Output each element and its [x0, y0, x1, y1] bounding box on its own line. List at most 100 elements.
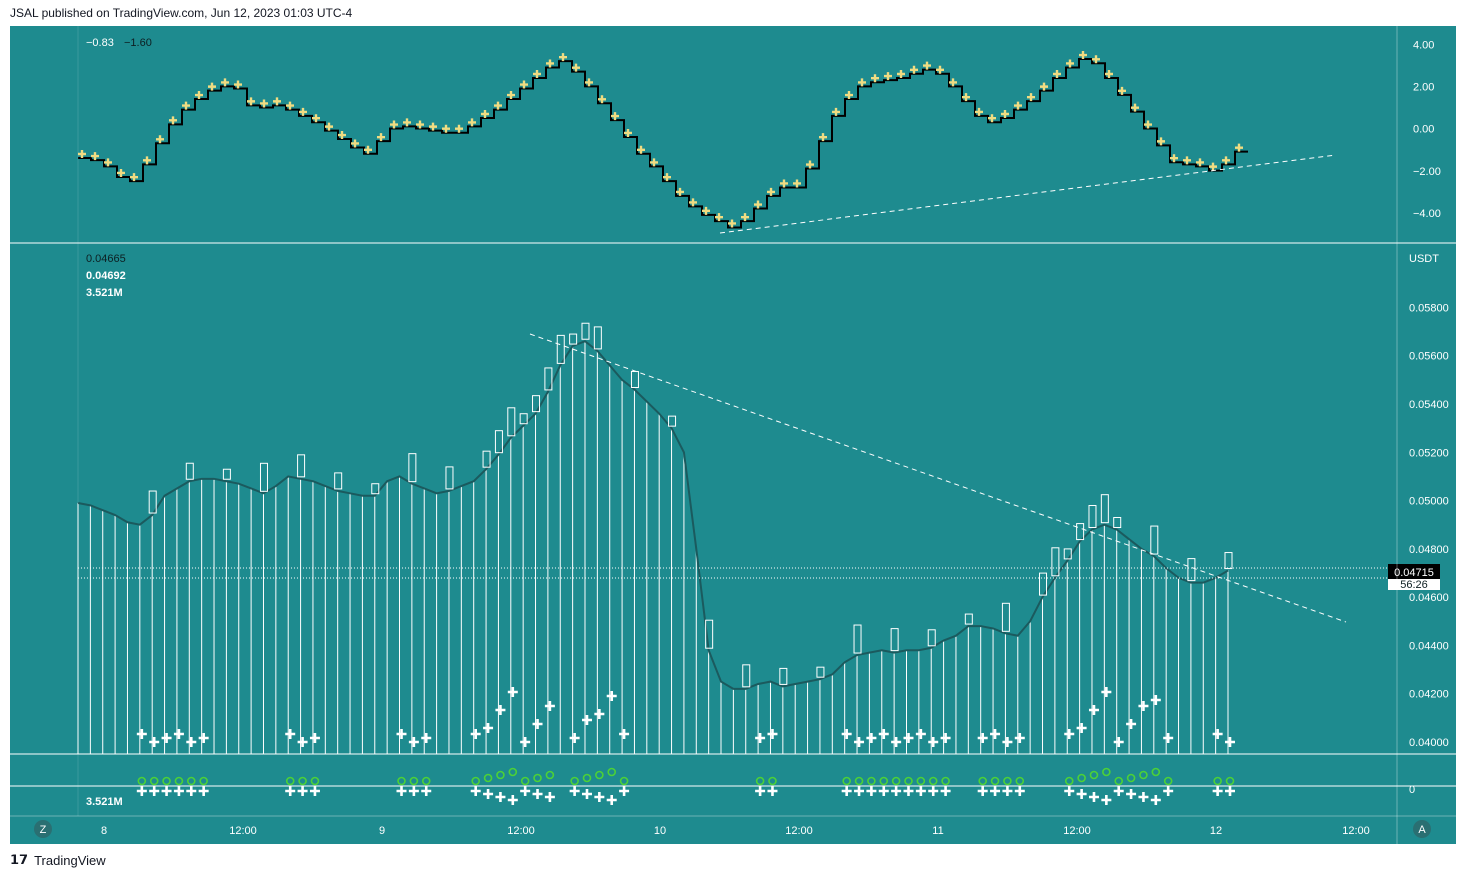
- signal-circle: [285, 776, 295, 786]
- signal-marker: [1002, 786, 1013, 796]
- signal-marker: [149, 737, 160, 747]
- oscillator-point: [832, 107, 840, 116]
- oscillator-point: [780, 179, 788, 188]
- oscillator-value: −1.60: [124, 37, 152, 49]
- candle: [1076, 523, 1085, 541]
- signal-marker: [408, 737, 419, 747]
- a-button[interactable]: [1413, 820, 1431, 838]
- candle: [1051, 547, 1060, 577]
- candle: [964, 613, 973, 625]
- oscillator-point: [949, 78, 957, 87]
- signal-circle: [768, 776, 777, 786]
- oscillator-point: [897, 70, 905, 78]
- candle: [408, 453, 417, 483]
- oscillator-point: [91, 152, 99, 161]
- signal-marker: [495, 705, 506, 715]
- price-tick-label: 0.05800: [1409, 302, 1449, 314]
- signal-circle: [879, 776, 889, 786]
- oscillator-point: [403, 118, 411, 127]
- signal-marker: [285, 729, 296, 739]
- signal-marker: [755, 733, 766, 743]
- oscillator-point: [429, 122, 437, 131]
- oscillator-point: [104, 158, 112, 167]
- signal-marker: [1138, 792, 1149, 802]
- oscillator-point: [728, 219, 736, 228]
- currency-label: USDT: [1409, 253, 1439, 265]
- signal-marker: [915, 729, 926, 739]
- signal-marker: [421, 786, 432, 796]
- oscillator-point: [884, 72, 892, 81]
- signal-marker: [198, 786, 209, 796]
- signal-circle: [199, 776, 208, 786]
- signal-marker: [470, 729, 481, 739]
- oscillator-tick-label: −4.00: [1413, 208, 1441, 220]
- price-tick-label: 0.04400: [1409, 640, 1449, 652]
- signal-circle: [978, 776, 987, 786]
- signal-circle: [842, 776, 851, 786]
- oscillator-point: [754, 200, 762, 209]
- candle: [532, 395, 541, 413]
- signal-circle: [1015, 776, 1025, 786]
- signal-circle: [595, 770, 604, 780]
- candle: [556, 334, 565, 364]
- oscillator-point: [1183, 156, 1191, 165]
- oscillator-point: [169, 116, 177, 125]
- signal-marker: [1014, 733, 1025, 743]
- oscillator-point: [1222, 156, 1230, 165]
- oscillator-point: [286, 101, 294, 110]
- z-button[interactable]: [34, 820, 52, 838]
- signal-marker: [1088, 792, 1099, 802]
- signal-marker: [136, 786, 147, 796]
- time-tick-label: 8: [101, 825, 107, 837]
- candle: [593, 326, 602, 350]
- candle: [544, 367, 553, 391]
- candle: [853, 624, 862, 654]
- time-tick-label: 12:00: [229, 825, 257, 837]
- signal-marker: [396, 729, 407, 739]
- last-price-tag: [1388, 564, 1440, 579]
- signal-marker: [1126, 719, 1137, 729]
- signal-circle: [854, 776, 864, 786]
- signal-circle: [149, 776, 159, 786]
- signal-circle: [409, 776, 419, 786]
- candle: [1088, 505, 1097, 529]
- signal-marker: [1212, 729, 1223, 739]
- candle: [705, 619, 714, 649]
- oscillator-point: [182, 101, 190, 110]
- price-tick-label: 0.04000: [1409, 737, 1449, 749]
- signal-marker: [1076, 789, 1087, 799]
- oscillator-point: [455, 124, 463, 133]
- signal-marker: [866, 733, 877, 743]
- signal-marker: [1212, 786, 1223, 796]
- signal-marker: [1138, 701, 1149, 711]
- oscillator-point: [1118, 86, 1126, 95]
- oscillator-point: [195, 91, 203, 100]
- signal-circle: [1139, 770, 1148, 780]
- chart-canvas[interactable]: −0.83 −1.60 0.04665 0.04692 3.521M 3.521M 4…: [10, 26, 1456, 844]
- signal-circle: [867, 776, 876, 786]
- signal-marker: [483, 789, 494, 799]
- signal-marker: [990, 786, 1001, 796]
- oscillator-point: [1144, 120, 1152, 129]
- oscillator-point: [624, 128, 632, 137]
- chart-frame[interactable]: −0.83 −1.60 0.04665 0.04692 3.521M 3.521M 4…: [10, 26, 1456, 844]
- oscillator-point: [338, 131, 346, 140]
- footer-brand[interactable]: 𝟭𝟳 TradingView: [10, 852, 106, 868]
- oscillator-point: [858, 78, 866, 87]
- signal-marker: [891, 737, 902, 747]
- signal-marker: [1064, 786, 1075, 796]
- signal-circle: [582, 773, 592, 783]
- oscillator-point: [806, 160, 814, 169]
- candle: [185, 462, 194, 480]
- signal-marker: [903, 786, 914, 796]
- signal-circle: [1163, 776, 1173, 786]
- signal-marker: [594, 709, 605, 719]
- signal-marker: [990, 729, 1001, 739]
- signal-marker: [767, 786, 778, 796]
- oscillator-point: [650, 158, 658, 167]
- signal-marker: [1225, 786, 1235, 796]
- signal-marker: [928, 737, 939, 747]
- signal-marker: [619, 786, 630, 796]
- signal-marker: [915, 786, 926, 796]
- signal-circle: [928, 776, 938, 786]
